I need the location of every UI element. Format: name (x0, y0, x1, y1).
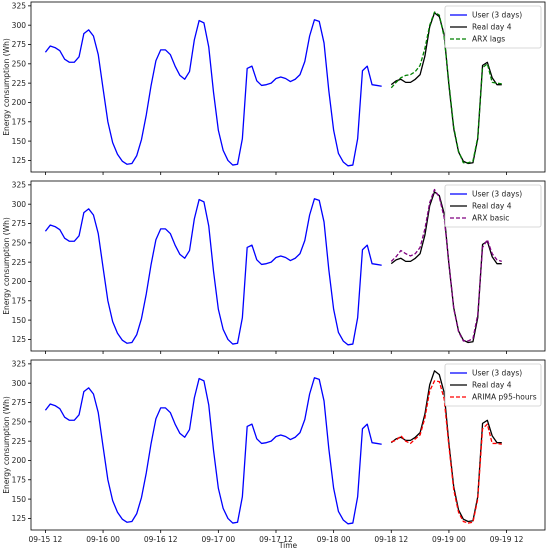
legend-label: Real day 4 (472, 381, 512, 390)
y-tick-label: 125 (12, 514, 27, 523)
x-tick-label: 09-18 00 (317, 535, 351, 544)
y-tick-label: 300 (12, 379, 27, 388)
legend-box (444, 184, 542, 228)
legend-box (444, 363, 542, 407)
legend: User (3 days) Real day 4 ARIMA p95-hours (444, 363, 542, 407)
legend-label: Real day 4 (472, 23, 512, 32)
x-tick-label: 09-15 12 (29, 535, 63, 544)
panels-group: 125 150 175 200 225 250 275 300 325 Energy consum… (2, 1, 546, 544)
y-tick-label: 175 (12, 475, 27, 484)
y-tick-label: 150 (12, 137, 27, 146)
y-tick-label: 150 (12, 495, 27, 504)
x-tick-label: 09-16 00 (86, 535, 120, 544)
chart-panel-1: 125 150 175 200 225 250 275 300 325 Energy consum… (2, 1, 546, 175)
series-line-3 (390, 188, 502, 342)
y-tick-label: 250 (12, 239, 27, 248)
y-axis-title: Energy consumption (Wh) (2, 217, 11, 315)
legend: User (3 days) Real day 4 ARX basic (444, 184, 542, 228)
series-line-3 (390, 11, 502, 164)
y-tick-label: 325 (12, 360, 27, 369)
legend: User (3 days) Real day 4 ARX lags (444, 5, 542, 49)
series-line-3 (391, 380, 502, 524)
legend-label: ARIMA p95-hours (472, 393, 537, 402)
plot-frame (30, 180, 546, 352)
y-tick-label: 200 (12, 98, 27, 107)
y-tick-label: 225 (12, 437, 27, 446)
chart-panel-3: 125 150 175 200 225 250 275 300 325 09-15 12 09-16… (2, 359, 546, 544)
y-tick-label: 200 (12, 456, 27, 465)
y-axis-title: Energy consumption (Wh) (2, 38, 11, 136)
y-tick-label: 225 (12, 79, 27, 88)
y-tick-label: 300 (12, 200, 27, 209)
x-tick-label: 09-17 12 (259, 535, 293, 544)
legend-label: ARX basic (472, 214, 509, 223)
y-tick-label: 200 (12, 277, 27, 286)
x-tick-label: 09-18 12 (374, 535, 408, 544)
plot-frame (30, 1, 546, 173)
x-tick-label: 09-19 12 (490, 535, 524, 544)
y-tick-label: 225 (12, 258, 27, 267)
legend-label: User (3 days) (472, 11, 522, 20)
legend-label: User (3 days) (472, 190, 522, 199)
y-tick-label: 125 (12, 335, 27, 344)
legend-box (444, 5, 542, 49)
legend-label: ARX lags (472, 35, 505, 44)
series-line-1 (44, 198, 382, 346)
x-tick-label: 09-16 12 (144, 535, 178, 544)
y-tick-label: 250 (12, 418, 27, 427)
chart-panel-2: 125 150 175 200 225 250 275 300 325 Energy consum… (2, 180, 546, 354)
y-tick-label: 275 (12, 219, 27, 228)
y-tick-label: 325 (12, 181, 27, 190)
x-axis-title: Time (278, 541, 298, 550)
y-axis-title: Energy consumption (Wh) (2, 396, 11, 494)
series-line-1 (44, 377, 382, 525)
y-tick-label: 325 (12, 2, 27, 11)
x-tick-label: 09-19 00 (432, 535, 466, 544)
series-line-1 (44, 19, 382, 167)
y-tick-label: 300 (12, 21, 27, 30)
y-tick-label: 250 (12, 60, 27, 69)
y-tick-label: 150 (12, 316, 27, 325)
legend-label: Real day 4 (472, 202, 512, 211)
plot-frame (30, 359, 546, 531)
legend-label: User (3 days) (472, 369, 522, 378)
y-tick-label: 175 (12, 296, 27, 305)
y-tick-label: 275 (12, 398, 27, 407)
x-tick-label: 09-17 00 (201, 535, 235, 544)
y-tick-label: 175 (12, 117, 27, 126)
y-tick-label: 125 (12, 156, 27, 165)
y-tick-label: 275 (12, 40, 27, 49)
